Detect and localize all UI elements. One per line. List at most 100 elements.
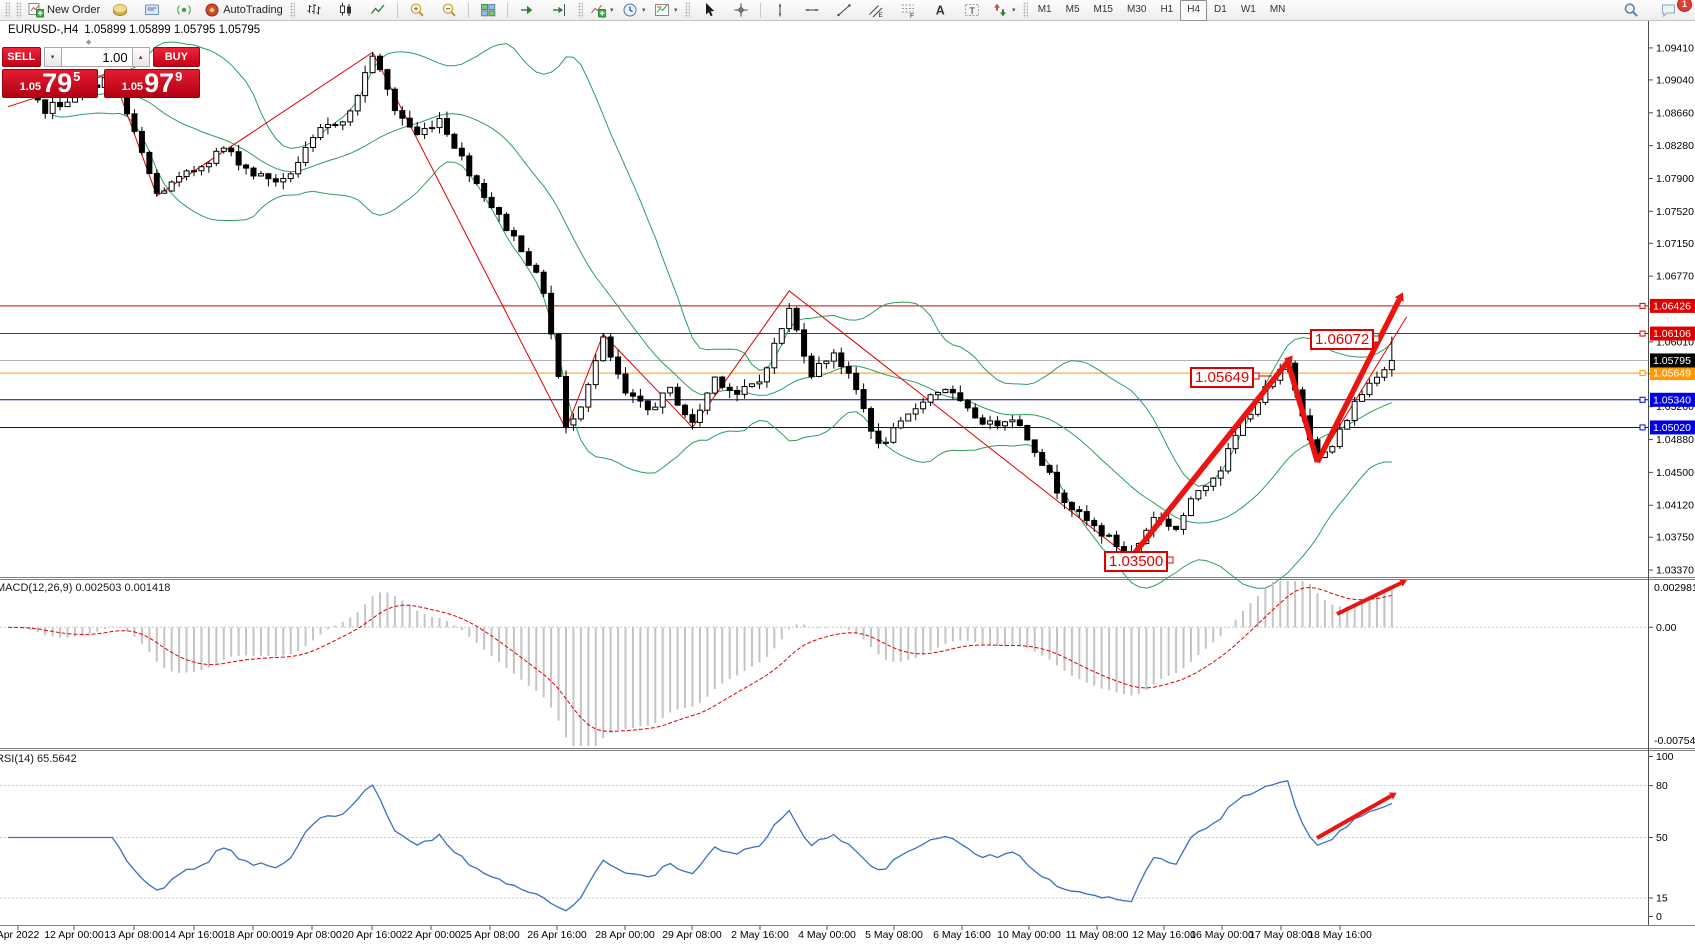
time-axis-label: 11 May 08:00 <box>1066 929 1129 941</box>
toolbar-drag-handle <box>684 2 690 18</box>
codebase-button[interactable] <box>136 0 168 21</box>
price-tick-label: 1.07520 <box>1656 206 1694 218</box>
sell-button[interactable]: SELL <box>2 47 41 67</box>
rsi-axis-label: 15 <box>1656 893 1668 905</box>
candle-body <box>905 413 912 422</box>
arrows-button[interactable]: ▾ <box>988 0 1020 21</box>
volume-increase-button[interactable]: ▴ <box>131 47 150 67</box>
time-axis-label: 5 May 08:00 <box>865 929 923 941</box>
candle-body <box>622 373 629 394</box>
price-tick-label: 1.08660 <box>1656 107 1694 119</box>
ask-pip-digit: 9 <box>175 69 183 84</box>
indicators-icon <box>590 2 606 18</box>
candle-body <box>726 386 733 392</box>
new-order-button[interactable]: New Order <box>24 0 104 21</box>
candle-body <box>176 175 183 183</box>
timeframe-button-m1[interactable]: M1 <box>1037 3 1052 15</box>
time-axis-label: 20 Apr 16:00 <box>342 929 402 941</box>
candle-body <box>830 352 837 362</box>
candle-body <box>339 121 346 126</box>
dropdown-arrow-icon[interactable]: ▾ <box>673 7 678 14</box>
chart-shift-button[interactable] <box>543 0 575 21</box>
bid-pip-digit: 5 <box>73 69 81 84</box>
signals-icon <box>176 2 192 18</box>
candle-body <box>949 388 956 394</box>
current-price-badge-label: 1.05795 <box>1653 355 1691 367</box>
zoom-in-icon <box>409 2 425 18</box>
zoom-out-button[interactable] <box>433 0 465 21</box>
candle-body <box>391 88 398 112</box>
candlestick-chart-icon <box>338 2 354 18</box>
timeframe-button-m30[interactable]: M30 <box>1126 3 1147 15</box>
auto-scroll-button[interactable] <box>511 0 543 21</box>
candle-body <box>1046 464 1053 473</box>
candle-body <box>979 417 986 425</box>
timeframe-button-h4[interactable]: H4 <box>1180 0 1208 21</box>
cursor-button[interactable] <box>693 0 725 21</box>
level-anchor-square <box>1639 370 1646 377</box>
volume-decrease-button[interactable]: ▾ <box>43 47 62 67</box>
price-level-badge <box>1650 326 1695 341</box>
time-axis-label: 2 May 16:00 <box>731 929 789 941</box>
timeframe-button-mn[interactable]: MN <box>1269 3 1286 15</box>
price-level-badge-label: 1.05340 <box>1653 394 1691 406</box>
bid-price-box[interactable]: 1.05 79 5 <box>2 69 98 98</box>
vertical-line-button[interactable] <box>764 0 796 21</box>
rsi-arrow <box>1316 794 1392 840</box>
dropdown-arrow-icon[interactable]: ▾ <box>641 7 646 14</box>
candlestick-chart-button[interactable] <box>330 0 362 21</box>
indicators-button[interactable]: ▾ <box>586 0 618 21</box>
candle-body <box>481 182 488 198</box>
toolbar-separator <box>759 2 761 18</box>
equidistant-channel-button[interactable]: E <box>860 0 892 21</box>
text-button[interactable]: A <box>924 0 956 21</box>
candle-body <box>220 147 227 152</box>
buy-button[interactable]: BUY <box>152 47 200 67</box>
fibonacci-button[interactable]: F <box>892 0 924 21</box>
volume-input[interactable]: 1.00 <box>61 47 132 67</box>
chat-button[interactable]: 1 <box>1653 0 1692 21</box>
dropdown-arrow-icon[interactable]: ▾ <box>1011 7 1016 14</box>
time-axis-label: 4 May 00:00 <box>798 929 856 941</box>
timeframe-button-w1[interactable]: W1 <box>1240 3 1256 15</box>
candle-body <box>49 101 56 114</box>
autotrading-button[interactable]: AutoTrading <box>200 0 287 21</box>
tile-windows-button[interactable] <box>472 0 504 21</box>
candle-body <box>868 408 875 432</box>
timeframe-button-m15[interactable]: M15 <box>1093 3 1113 15</box>
search-button[interactable] <box>1615 0 1647 21</box>
candle-body <box>1106 534 1113 537</box>
crosshair-button[interactable] <box>725 0 757 21</box>
signals-button[interactable] <box>168 0 200 21</box>
candle-body <box>1098 525 1105 537</box>
trendline-button[interactable] <box>828 0 860 21</box>
candle-body <box>935 392 941 396</box>
candle-body <box>205 162 212 168</box>
toolbar-drag-handle <box>289 2 295 18</box>
notification-badge: 1 <box>1677 0 1692 12</box>
timeframe-button-h1[interactable]: H1 <box>1160 3 1174 15</box>
bar-chart-icon <box>306 2 322 18</box>
timeframe-button-m5[interactable]: M5 <box>1065 3 1080 15</box>
dropdown-arrow-icon[interactable]: ▾ <box>609 7 614 14</box>
candle-body <box>607 336 614 358</box>
candle-body <box>310 137 317 148</box>
line-chart-button[interactable] <box>362 0 394 21</box>
candle-body <box>295 161 302 175</box>
ask-price-box[interactable]: 1.05 97 9 <box>104 69 200 98</box>
candle-body <box>890 427 897 443</box>
price-callout: 1.03500 <box>1104 551 1169 572</box>
panel-collapse-icon[interactable]: ◆ <box>86 39 92 46</box>
svg-text:T: T <box>969 6 975 17</box>
marketplace-button[interactable] <box>104 0 136 21</box>
candle-body <box>920 401 927 410</box>
horizontal-line-button[interactable] <box>796 0 828 21</box>
bar-chart-button[interactable] <box>298 0 330 21</box>
templates-button[interactable]: ▾ <box>650 0 682 21</box>
timeframe-button-d1[interactable]: D1 <box>1214 3 1227 15</box>
text-label-button[interactable]: T <box>956 0 988 21</box>
price-tick-label: 1.08280 <box>1656 140 1694 152</box>
zoom-in-button[interactable] <box>401 0 433 21</box>
periods-button[interactable]: ▾ <box>618 0 650 21</box>
